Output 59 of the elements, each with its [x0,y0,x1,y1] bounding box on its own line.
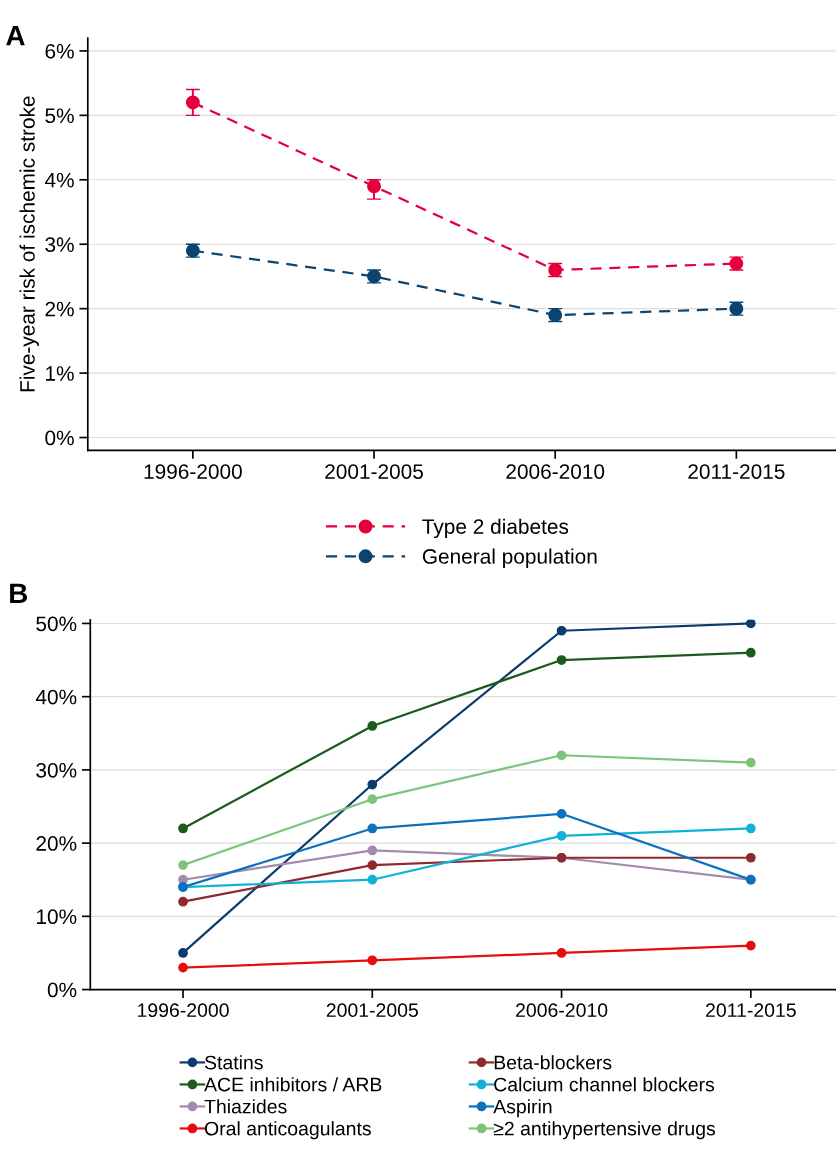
y-tick-label: 0% [47,982,77,998]
legend-label: Oral anticoagulants [204,1121,371,1140]
point [367,955,378,966]
y-tick-label: 50% [36,616,77,632]
point [745,757,756,768]
point [556,948,567,958]
legend-label: Type 2 diabetes [422,518,569,539]
point [745,647,756,658]
legend-label: ≥2 antihypertensive drugs [493,1121,716,1140]
y-tick-label: 30% [36,762,77,778]
x-tick-label: 2006-2010 [506,464,605,479]
legend-label: Beta-blockers [494,1055,612,1070]
x-tick-label: 2006-2010 [516,1003,608,1018]
point [178,860,188,870]
point [556,655,567,665]
point [367,860,378,870]
point [556,750,567,761]
point [745,852,756,863]
point [178,823,188,834]
legend-label: ACE inhibitors / ARB [204,1077,382,1092]
x-tick-label: 1996-2000 [144,464,242,479]
x-tick-label: 2001-2005 [326,1003,418,1018]
point [178,962,188,973]
point [556,625,567,636]
text: A [6,26,25,46]
point [367,779,378,790]
point [178,948,188,958]
point [367,823,378,834]
y-tick-label: 40% [35,689,77,705]
legend-label: Aspirin [493,1099,552,1118]
y-tick-label: 20% [36,836,77,851]
point [367,845,378,856]
y-tick-label: 5% [45,108,74,124]
point [367,874,378,885]
x-tick-label: 2011-2015 [706,1003,796,1018]
point [556,830,567,841]
point [178,896,188,907]
text: B [10,583,28,603]
point [745,823,756,834]
y-axis-title: Five-year risk of ischemic stroke [19,96,39,392]
legend-label: General population [422,548,597,568]
y-tick-label: 6% [45,43,74,59]
y-tick-label: 4% [44,172,74,188]
y-tick-label: 10% [36,909,77,925]
x-tick-label: 1996-2000 [138,1003,229,1018]
y-tick-label: 3% [45,237,74,252]
y-tick-label: 2% [45,301,74,317]
point [367,721,378,731]
y-tick-label: 1% [46,366,74,381]
x-tick-label: 2011-2015 [688,464,785,479]
x-tick-label: 2001-2005 [325,464,423,479]
point [367,794,378,805]
point [556,808,567,819]
point [745,619,756,629]
point [745,940,756,951]
y-tick-label: 0% [45,430,74,446]
legend-label: Statins [204,1055,263,1070]
legend-label: Calcium channel blockers [494,1077,715,1092]
legend-label: Thiazides [204,1099,287,1114]
